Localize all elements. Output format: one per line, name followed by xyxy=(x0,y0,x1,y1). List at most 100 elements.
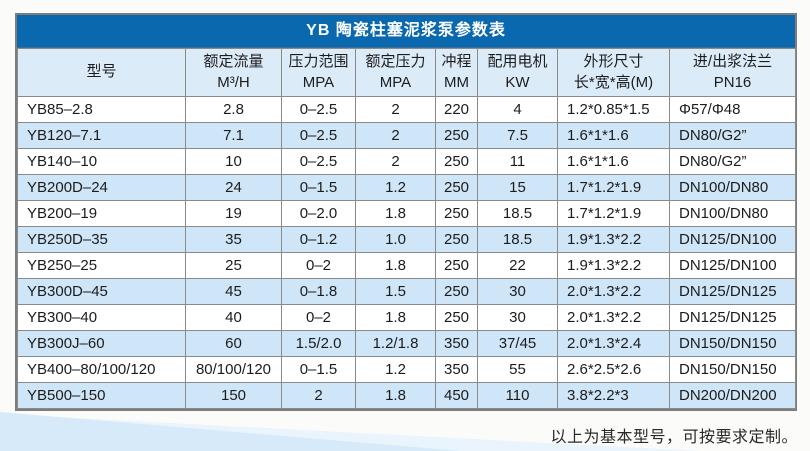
table-row: YB400–80/100/120 80/100/120 0–1.5 1.2 350 55 2… xyxy=(17,356,796,383)
cell: YB85–2.8 xyxy=(17,96,186,123)
cell: 80/100/120 xyxy=(185,356,282,383)
table-title: YB 陶瓷柱塞泥浆泵参数表 xyxy=(17,15,795,48)
cell: 4 xyxy=(477,96,558,123)
cell: 0–2 xyxy=(281,252,356,279)
column-header: 冲程 MM xyxy=(435,48,478,97)
cell: 22 xyxy=(477,252,558,279)
cell: 0–1.5 xyxy=(281,356,356,383)
cell: YB250D–35 xyxy=(17,226,186,253)
cell: 0–1.8 xyxy=(281,278,356,305)
table-row: YB500–150 150 2 1.8 450 110 3.8*2.2*3 DN200/DN2… xyxy=(17,382,796,409)
cell: YB200–19 xyxy=(17,200,186,227)
cell: Φ57/Φ48 xyxy=(669,96,796,123)
cell: YB140–10 xyxy=(17,148,186,175)
cell: 0–1.5 xyxy=(281,174,356,201)
cell: YB300D–45 xyxy=(17,278,186,305)
cell: DN125/DN100 xyxy=(669,252,796,279)
cell: 350 xyxy=(435,330,478,357)
cell: DN125/DN100 xyxy=(669,226,796,253)
cell: 19 xyxy=(185,200,282,227)
cell: 250 xyxy=(435,278,478,305)
cell: 0–2.0 xyxy=(281,200,356,227)
cell: DN100/DN80 xyxy=(669,174,796,201)
cell: 40 xyxy=(185,304,282,331)
cell: 250 xyxy=(435,148,478,175)
column-header: 额定流量 M³/H xyxy=(185,48,282,97)
cell: 250 xyxy=(435,252,478,279)
cell: 220 xyxy=(435,96,478,123)
cell: 1.6*1*1.6 xyxy=(557,148,670,175)
table-row: YB300J–60 60 1.5/2.0 1.2/1.8 350 37/45 2.0*1.3… xyxy=(17,330,796,357)
cell: 250 xyxy=(435,226,478,253)
cell: YB200D–24 xyxy=(17,174,186,201)
cell: 15 xyxy=(477,174,558,201)
cell: 1.8 xyxy=(355,304,436,331)
cell: DN125/DN125 xyxy=(669,304,796,331)
cell: 25 xyxy=(185,252,282,279)
cell: YB250–25 xyxy=(17,252,186,279)
table-row: YB85–2.8 2.8 0–2.5 2 220 4 1.2*0.85*1.5 Φ57/Φ48 xyxy=(17,96,796,123)
cell: 250 xyxy=(435,174,478,201)
cell: 37/45 xyxy=(477,330,558,357)
cell: 30 xyxy=(477,304,558,331)
cell: DN100/DN80 xyxy=(669,200,796,227)
column-header: 压力范围 MPA xyxy=(281,48,356,97)
cell: 1.8 xyxy=(355,382,436,409)
cell: YB120–7.1 xyxy=(17,122,186,149)
cell: DN80/G2” xyxy=(669,122,796,149)
cell: 7.5 xyxy=(477,122,558,149)
cell: 2 xyxy=(281,382,356,409)
cell: 2 xyxy=(355,96,436,123)
cell: 1.5 xyxy=(355,278,436,305)
table-row: YB250D–35 35 0–1.2 1.0 250 18.5 1.9*1.3*2.2 DN1… xyxy=(17,226,796,253)
cell: 110 xyxy=(477,382,558,409)
cell: 0–1.2 xyxy=(281,226,356,253)
table-row: YB120–7.1 7.1 0–2.5 2 250 7.5 1.6*1*1.6 DN80/G2… xyxy=(17,122,796,149)
cell: 60 xyxy=(185,330,282,357)
cell: 30 xyxy=(477,278,558,305)
cell: 1.7*1.2*1.9 xyxy=(557,174,670,201)
column-header: 外形尺寸 长*宽*高(M) xyxy=(557,48,670,97)
cell: 24 xyxy=(185,174,282,201)
table-row: YB140–10 10 0–2.5 2 250 11 1.6*1*1.6 DN80/G2” xyxy=(17,148,796,175)
cell: 1.9*1.3*2.2 xyxy=(557,226,670,253)
cell: 450 xyxy=(435,382,478,409)
footer-note: 以上为基本型号，可按要求定制。 xyxy=(550,429,798,446)
cell: 1.8 xyxy=(355,200,436,227)
column-header: 配用电机 KW xyxy=(477,48,558,97)
cell: 0–2.5 xyxy=(281,122,356,149)
cell: 1.8 xyxy=(355,252,436,279)
cell: 1.2 xyxy=(355,356,436,383)
cell: DN125/DN125 xyxy=(669,278,796,305)
cell: 1.7*1.2*1.9 xyxy=(557,200,670,227)
cell: 1.2 xyxy=(355,174,436,201)
cell: 45 xyxy=(185,278,282,305)
cell: DN80/G2” xyxy=(669,148,796,175)
cell: 10 xyxy=(185,148,282,175)
cell: DN200/DN200 xyxy=(669,382,796,409)
cell: DN150/DN150 xyxy=(669,356,796,383)
cell: YB500–150 xyxy=(17,382,186,409)
cell: 11 xyxy=(477,148,558,175)
table-row: YB200–19 19 0–2.0 1.8 250 18.5 1.7*1.2*1.9 DN10… xyxy=(17,200,796,227)
table-header-row: 型号 额定流量 M³/H 压力范围 MPA 额定压力 MPA 冲程 MM 配用电机 KW 外形尺寸 长*… xyxy=(17,48,796,97)
cell: 2.0*1.3*2.2 xyxy=(557,278,670,305)
cell: 0–2.5 xyxy=(281,148,356,175)
cell: 2 xyxy=(355,148,436,175)
cell: 250 xyxy=(435,304,478,331)
cell: YB300–40 xyxy=(17,304,186,331)
cell: 1.0 xyxy=(355,226,436,253)
table-body: YB85–2.8 2.8 0–2.5 2 220 4 1.2*0.85*1.5 Φ57/Φ48… xyxy=(17,96,796,409)
cell: 2.0*1.3*2.2 xyxy=(557,304,670,331)
column-header: 额定压力 MPA xyxy=(355,48,436,97)
cell: 18.5 xyxy=(477,200,558,227)
spec-table-card: YB 陶瓷柱塞泥浆泵参数表 型号 额定流量 M³/H 压力范围 MPA 额定压力 MPA 冲程… xyxy=(15,13,797,411)
cell: 250 xyxy=(435,200,478,227)
cell: 2.6*2.5*2.6 xyxy=(557,356,670,383)
column-header: 型号 xyxy=(17,48,186,97)
cell: 1.2/1.8 xyxy=(355,330,436,357)
cell: YB300J–60 xyxy=(17,330,186,357)
cell: 250 xyxy=(435,122,478,149)
cell: 2 xyxy=(355,122,436,149)
